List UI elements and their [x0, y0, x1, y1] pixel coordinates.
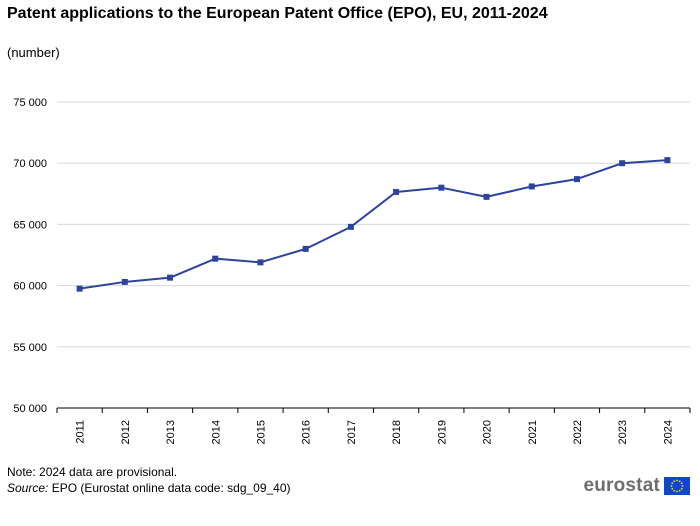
x-tick-label: 2020	[482, 420, 494, 444]
x-tick-label: 2021	[527, 420, 539, 444]
flag-star	[673, 489, 676, 492]
x-tick-label: 2022	[572, 420, 584, 444]
data-point	[347, 223, 354, 230]
flag-star	[676, 490, 678, 493]
chart-subtitle: (number)	[7, 45, 60, 60]
x-tick-label: 2019	[436, 420, 448, 444]
data-point	[212, 255, 219, 262]
x-tick-label: 2015	[255, 420, 267, 444]
data-point	[167, 274, 174, 281]
data-point	[619, 160, 626, 167]
data-point	[76, 285, 83, 292]
data-point	[121, 278, 128, 285]
eurostat-logo[interactable]: eurostat	[583, 475, 690, 497]
y-tick-label: 75 000	[13, 97, 47, 109]
source-label: Source:	[7, 481, 49, 495]
data-point	[528, 183, 535, 190]
line-chart: 50 000 55 000 60 000 65 000 70 000 75 000 2011…	[13, 97, 691, 444]
data-point	[483, 193, 490, 200]
source-text: EPO (Eurostat online data code: sdg_09_4…	[51, 481, 291, 495]
x-tick-label: 2018	[391, 420, 403, 444]
logo-text: eurostat	[583, 475, 660, 496]
flag-star	[678, 489, 681, 492]
y-tick-label: 70 000	[13, 158, 47, 170]
data-point	[302, 245, 309, 252]
y-tick-label: 50 000	[13, 403, 47, 415]
flag-star	[680, 487, 683, 490]
data-point	[393, 188, 400, 195]
flag-star	[673, 480, 676, 483]
chart-title: Patent applications to the European Pate…	[7, 5, 548, 22]
flag-star	[676, 479, 678, 482]
flag-star	[678, 480, 681, 483]
x-tick-label: 2017	[346, 420, 358, 444]
flag-star	[671, 487, 674, 490]
x-tick-label: 2014	[210, 420, 222, 444]
flag-star	[680, 482, 683, 485]
x-tick-label: 2013	[165, 420, 177, 444]
y-tick-label: 65 000	[13, 219, 47, 231]
data-point	[664, 157, 671, 164]
y-tick-label: 55 000	[13, 342, 47, 354]
series-line	[79, 159, 668, 290]
flag-star	[681, 485, 684, 487]
x-tick-label: 2011	[75, 420, 87, 444]
flag-star	[670, 485, 673, 487]
data-point	[257, 259, 264, 266]
x-tick-label: 2016	[301, 420, 313, 444]
data-point	[573, 176, 580, 183]
eu-flag-icon	[664, 477, 690, 495]
data-point	[438, 184, 445, 191]
x-tick-label: 2023	[617, 420, 629, 444]
x-tick-label: 2012	[120, 420, 132, 444]
chart-note: Note: 2024 data are provisional.	[7, 465, 178, 479]
x-tick-label: 2024	[662, 420, 674, 444]
flag-star	[671, 482, 674, 485]
chart-source: Source: EPO (Eurostat online data code: …	[7, 481, 291, 495]
y-tick-label: 60 000	[13, 281, 47, 293]
